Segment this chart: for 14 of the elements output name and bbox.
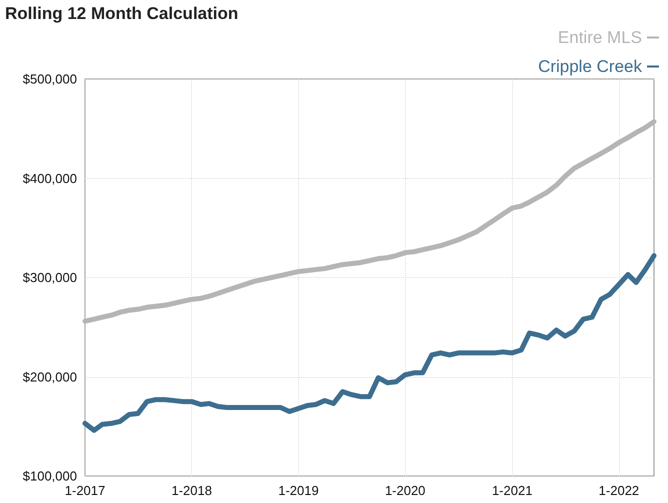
x-tick-label: 1-2020 — [384, 483, 426, 498]
y-tick-label: $300,000 — [22, 270, 77, 285]
x-tick-label: 1-2019 — [278, 483, 319, 498]
x-tick-label: 1-2017 — [64, 483, 106, 498]
y-tick-label: $500,000 — [22, 72, 77, 86]
x-tick-label: 1-2018 — [171, 483, 212, 498]
chart-title: Rolling 12 Month Calculation — [5, 4, 238, 23]
y-tick-label: $400,000 — [22, 170, 77, 186]
legend-label: Cripple Creek — [538, 57, 642, 76]
y-tick-label: $200,000 — [22, 369, 77, 384]
x-tick-label: 1-2021 — [492, 483, 532, 498]
x-tick-label: 1-2022 — [598, 483, 640, 498]
legend-label: Entire MLS — [558, 28, 642, 47]
y-tick-label: $100,000 — [22, 468, 77, 484]
